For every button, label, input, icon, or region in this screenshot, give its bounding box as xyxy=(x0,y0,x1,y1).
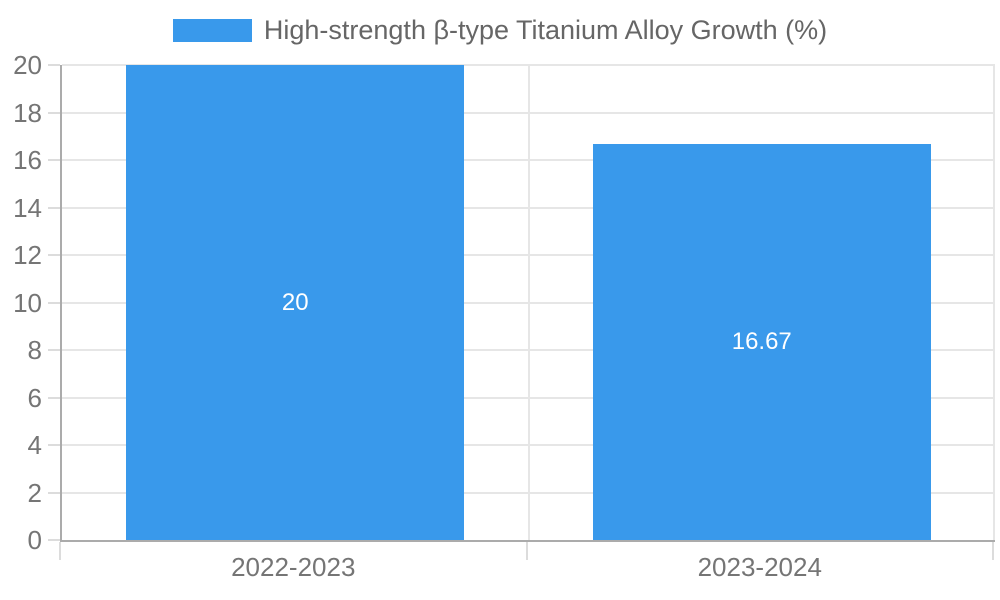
y-axis-tick-label: 12 xyxy=(13,240,42,270)
y-axis-tick xyxy=(48,301,60,304)
y-axis-tick-label: 10 xyxy=(13,287,42,318)
y-axis-tick-label: 18 xyxy=(13,97,42,128)
y-axis-tick xyxy=(48,254,60,256)
y-axis-tick-label: 20 xyxy=(13,50,42,80)
legend-label: High-strength β-type Titanium Alloy Grow… xyxy=(263,15,828,45)
y-axis-tick-label: 0 xyxy=(27,525,42,555)
y-axis-tick xyxy=(48,539,60,541)
legend-swatch-icon xyxy=(172,18,252,42)
bar-2022-2023: 20 xyxy=(126,65,465,540)
y-axis-tick-label: 8 xyxy=(27,335,42,365)
y-axis-tick xyxy=(48,491,60,494)
chart-right-border xyxy=(993,65,995,540)
x-axis-category-label: 2022-2023 xyxy=(231,552,356,582)
y-axis-tick-label: 14 xyxy=(13,192,42,223)
y-axis-tick xyxy=(48,396,60,399)
bar-value-label: 16.67 xyxy=(731,328,792,356)
y-axis-tick xyxy=(48,206,60,209)
x-axis-tick xyxy=(525,542,528,560)
gridline-vertical xyxy=(527,65,530,540)
chart-legend[interactable]: High-strength β-type Titanium Alloy Grow… xyxy=(0,14,1000,46)
bar-value-label: 20 xyxy=(281,288,309,316)
x-axis-category-label: 2023-2024 xyxy=(697,552,822,582)
plot-area: 20 16.67 xyxy=(48,64,995,542)
x-axis-tick xyxy=(59,542,61,560)
x-axis-tick xyxy=(992,542,994,560)
y-axis-tick xyxy=(48,64,60,66)
y-axis-tick xyxy=(48,111,60,114)
y-axis-tick-label: 16 xyxy=(13,145,42,175)
y-axis-tick-label: 4 xyxy=(27,430,42,460)
y-axis-tick xyxy=(48,444,60,446)
y-axis-tick-label: 2 xyxy=(27,477,42,508)
y-axis-tick-label: 6 xyxy=(27,382,42,413)
y-axis-tick xyxy=(48,159,60,161)
bar-2023-2024: 16.67 xyxy=(592,144,931,540)
y-axis-tick xyxy=(48,349,60,351)
